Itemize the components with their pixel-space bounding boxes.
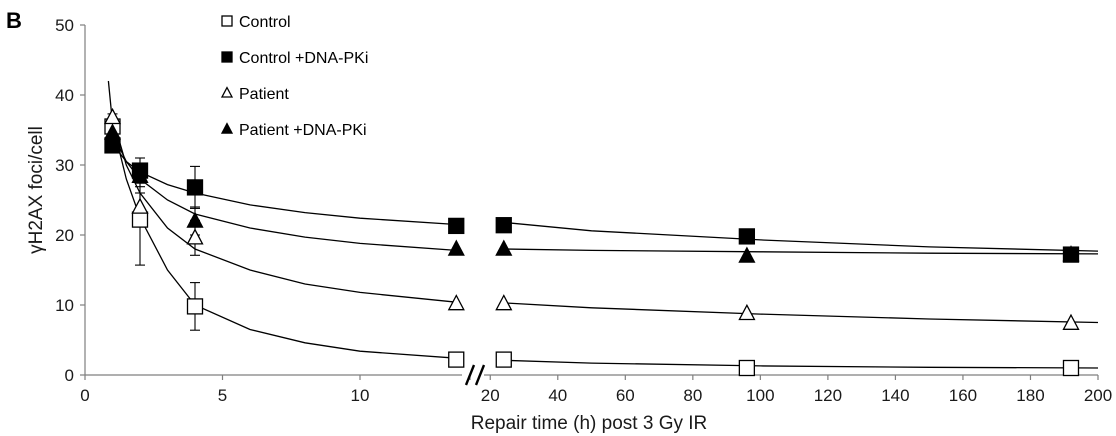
axes: 0 10 20 30 40 50 0 5 10 20 40 60 80 100 120 140 160 180 20… [55,16,1112,405]
data-point-control-dna-pki [495,217,512,234]
data-point-control-dna-pki [448,217,465,235]
x-axis-title: Repair time (h) post 3 Gy IR [471,413,708,434]
panel-label: B [6,8,22,33]
data-point-patient-dna-pki [131,166,149,183]
axis-break-mark [464,364,476,386]
legend-marker-control-dna-pki [221,51,233,63]
data-point-control-dna-pki [738,228,756,245]
fit-curve-control-2 [503,359,1099,369]
legend-marker-patient-dna-pki [220,122,234,134]
data-point-patient [495,294,513,311]
data-point-patient [131,197,149,214]
x-tick-label: 60 [616,386,635,405]
legend-marker-control [221,15,233,27]
data-point-patient [738,303,756,321]
x-tick-label: 20 [481,386,500,405]
data-point-patient [186,228,204,245]
y-tick-label: 50 [55,16,74,35]
x-tick-label: 180 [1016,386,1044,405]
y-tick-label: 10 [55,296,74,315]
data-point-patient [1062,313,1080,330]
fit-curve-control-dna-pki-2 [503,221,1099,252]
data-point-control [186,298,204,315]
x-tick-label: 160 [949,386,977,405]
legend-label-patient-dna-pki: Patient +DNA-PKi [239,122,367,139]
data-point-control-dna-pki [186,179,204,196]
x-tick-label: 200 [1084,386,1112,405]
data-points [103,107,1080,377]
data-point-patient-dna-pki [1062,245,1080,262]
axis-break-mark [474,364,486,386]
data-point-patient-dna-pki [447,239,465,256]
data-point-patient-dna-pki [495,239,513,256]
legend-label-patient: Patient [239,86,289,103]
x-tick-label: 40 [548,386,567,405]
legend-label-control: Control [239,14,291,31]
data-point-control [495,351,512,368]
x-tick-label: 0 [80,386,89,405]
x-tick-label: 10 [351,386,370,405]
y-tick-label: 20 [55,226,74,245]
fit-curve-patient-dna-pki-2 [503,248,1099,255]
y-tick-label: 40 [55,86,74,105]
data-point-patient-dna-pki [103,123,122,140]
data-point-control-dna-pki [104,137,121,154]
fit-curve-patient-dna-pki-1 [111,132,457,252]
x-tick-label: 80 [683,386,702,405]
legend-marker-patient [220,86,234,98]
legend-label-control-dna-pki: Control +DNA-PKi [239,50,368,67]
y-tick-label: 30 [55,156,74,175]
data-point-control [1062,359,1080,377]
data-point-patient-dna-pki [738,246,756,263]
fit-curve-patient-2 [503,302,1099,324]
data-point-control [738,359,756,377]
data-point-control [448,351,465,368]
data-point-patient [447,294,465,311]
x-tick-label: 120 [814,386,842,405]
fit-curve-control-dna-pki-1 [111,143,457,226]
x-tick-label: 5 [218,386,227,405]
data-point-control [131,211,149,228]
data-point-patient-dna-pki [186,211,204,228]
x-tick-label: 100 [746,386,774,405]
y-axis-title: γH2AX foci/cell [26,126,47,254]
data-point-patient [103,107,122,125]
x-tick-label: 140 [881,386,909,405]
legend: Control Control +DNA-PKi Patient Patient +D… [220,14,368,139]
y-tick-label: 0 [65,366,74,385]
